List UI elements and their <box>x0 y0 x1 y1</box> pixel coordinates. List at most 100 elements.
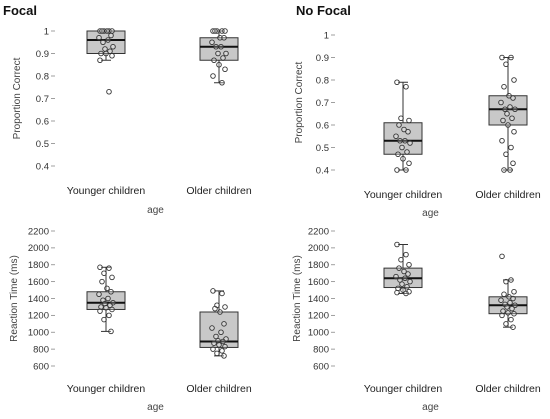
y-axis-label: Proportion Correct <box>12 57 23 139</box>
y-tick-label: 0.9 <box>316 53 329 64</box>
data-point <box>99 28 105 34</box>
data-point <box>396 265 402 271</box>
y-tick-label: 0.8 <box>316 75 329 86</box>
data-point <box>221 353 227 359</box>
y-tick-label: 1600 <box>28 277 49 288</box>
data-point <box>109 274 115 281</box>
data-point <box>405 128 411 135</box>
data-point <box>406 117 412 124</box>
data-point <box>511 128 517 135</box>
category-label: Older children <box>475 383 541 395</box>
data-point <box>97 308 103 314</box>
data-point <box>394 289 400 296</box>
data-point <box>393 133 399 139</box>
data-point <box>512 302 518 309</box>
data-point <box>214 350 220 357</box>
panel-2: No Focal 0.4 0.5 0.6 0.7 0.8 0.9 1 Proportion Co… <box>294 3 541 219</box>
data-point <box>98 50 104 57</box>
x-axis-label: age <box>422 208 439 219</box>
y-tick-label: 1400 <box>28 294 49 305</box>
y-tick-label: 0.6 <box>316 120 329 131</box>
data-point <box>499 312 505 319</box>
data-point <box>504 110 510 117</box>
y-tick-label: 1200 <box>308 311 329 322</box>
data-point <box>507 104 513 110</box>
y-tick-label: 800 <box>33 344 49 355</box>
y-tick-label: 1000 <box>308 328 329 339</box>
data-point <box>501 167 507 173</box>
data-point <box>223 50 229 57</box>
data-point <box>108 289 114 295</box>
data-point <box>217 35 223 41</box>
box-iqr <box>86 291 126 310</box>
y-tick-label: 0.5 <box>316 143 329 154</box>
data-point <box>104 28 110 34</box>
data-point <box>507 167 513 173</box>
data-point <box>501 291 507 298</box>
data-point <box>502 106 508 112</box>
data-point <box>499 253 505 260</box>
data-point <box>498 99 504 106</box>
data-point <box>504 304 510 310</box>
data-point <box>96 291 102 298</box>
y-tick-label: 2200 <box>28 226 49 237</box>
y-axis-label: Reaction Time (ms) <box>9 255 20 342</box>
data-point <box>405 271 411 277</box>
data-point <box>511 310 517 317</box>
category-label: Younger children <box>364 189 443 201</box>
data-point <box>209 39 215 46</box>
y-tick-label: 800 <box>313 344 329 355</box>
data-point <box>406 262 412 268</box>
box-2 <box>488 54 528 173</box>
y-tick-label: 1 <box>324 30 329 41</box>
panel-3: 600 800 1000 1200 1400 1600 1800 2000 2200 Reacti… <box>9 226 252 413</box>
category-label: Older children <box>186 383 252 395</box>
data-point <box>109 28 115 34</box>
data-point <box>108 328 114 335</box>
panel-4: 600 800 1000 1200 1400 1600 1800 2000 2200 Reacti… <box>292 226 541 413</box>
box-iqr <box>383 122 423 155</box>
data-point <box>404 149 410 155</box>
data-point <box>400 287 406 293</box>
data-point <box>218 329 224 336</box>
y-tick-label: 600 <box>313 361 329 372</box>
data-point <box>407 140 413 146</box>
data-point <box>508 277 514 283</box>
data-point <box>400 155 406 162</box>
y-tick-label: 2000 <box>308 243 329 254</box>
data-point <box>503 61 509 68</box>
data-point <box>510 95 516 101</box>
panel-title: No Focal <box>296 3 351 18</box>
data-point <box>218 44 224 50</box>
y-tick-label: 0.9 <box>36 49 49 60</box>
data-point <box>397 277 403 283</box>
data-point <box>108 32 114 39</box>
data-point <box>221 35 227 41</box>
data-point <box>212 305 218 312</box>
x-axis-label: age <box>147 402 164 413</box>
y-tick-label: 1600 <box>308 277 329 288</box>
data-point <box>96 35 102 41</box>
data-point <box>209 325 215 331</box>
y-tick-label: 1200 <box>28 311 49 322</box>
data-point <box>507 299 513 306</box>
y-tick-label: 1400 <box>308 294 329 305</box>
y-tick-label: 2200 <box>308 226 329 237</box>
data-point <box>401 126 407 133</box>
data-point <box>498 297 504 303</box>
y-tick-label: 2000 <box>28 243 49 254</box>
box-iqr <box>199 37 239 61</box>
category-label: Older children <box>475 189 541 201</box>
data-point <box>212 28 218 34</box>
data-point <box>101 316 107 323</box>
data-point <box>100 39 106 46</box>
data-point <box>499 137 505 144</box>
data-point <box>398 115 404 121</box>
data-point <box>211 57 217 64</box>
data-point <box>210 73 216 79</box>
data-point <box>103 50 109 57</box>
data-point <box>397 137 403 144</box>
data-point <box>398 256 404 263</box>
data-point <box>402 137 408 144</box>
